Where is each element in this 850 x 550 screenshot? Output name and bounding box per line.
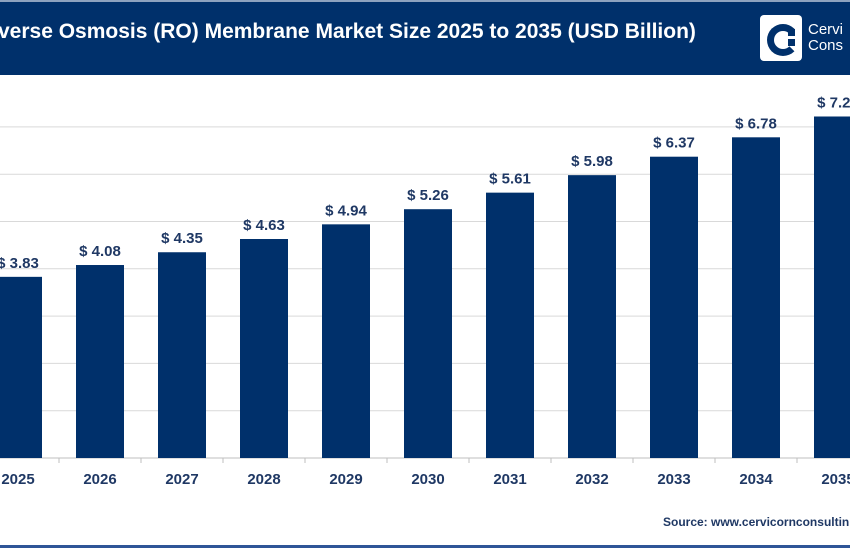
bar-2030 (404, 209, 452, 458)
data-label-2027: $ 4.35 (161, 230, 203, 247)
data-label-2032: $ 5.98 (571, 153, 613, 170)
data-label-2029: $ 4.94 (325, 202, 367, 219)
x-tick-label-2032: 2032 (575, 471, 608, 488)
data-label-2034: $ 6.78 (735, 115, 777, 132)
logo-text: Cervi Cons (808, 22, 843, 54)
bar-2027 (158, 252, 206, 458)
x-tick-label-2026: 2026 (83, 471, 116, 488)
data-label-2030: $ 5.26 (407, 187, 449, 204)
x-tick-label-2027: 2027 (165, 471, 198, 488)
data-label-2028: $ 4.63 (243, 217, 285, 234)
logo-text-line-2: Cons (808, 37, 844, 54)
bar-2033 (650, 156, 698, 458)
data-label-2025: $ 3.83 (0, 255, 39, 272)
data-label-2026: $ 4.08 (79, 243, 121, 260)
x-tick-label-2035: 2035 (821, 471, 850, 488)
bottom-divider (0, 545, 850, 548)
source-note: Source: www.cervicornconsultin (663, 515, 850, 529)
bar-2025 (0, 276, 42, 458)
bar-2026 (76, 265, 124, 458)
x-tick-label-2025: 2025 (1, 471, 34, 488)
x-tick-label-2034: 2034 (739, 471, 773, 488)
bar-2028 (240, 239, 288, 458)
bar-chart: $ 3.83 2025 $ 4.08 2026 $ 4.35 2027 $ 4.63 2028… (0, 94, 850, 488)
chart-title: verse Osmosis (RO) Membrane Market Size … (0, 20, 696, 43)
bar-2032 (568, 175, 616, 458)
data-label-2035: $ 7.22 (817, 94, 850, 111)
data-label-2033: $ 6.37 (653, 135, 695, 152)
x-tick-label-2030: 2030 (411, 471, 444, 488)
x-tick-label-2031: 2031 (493, 471, 526, 488)
bar-2034 (732, 137, 780, 458)
x-tick-label-2028: 2028 (247, 471, 280, 488)
logo-text-line-1: Cervi (808, 21, 844, 38)
header-banner: verse Osmosis (RO) Membrane Market Size … (0, 0, 850, 75)
bar-2035 (814, 116, 850, 458)
x-tick-label-2033: 2033 (657, 471, 690, 488)
logo-icon (760, 15, 802, 61)
data-label-2031: $ 5.61 (489, 171, 531, 188)
bar-2031 (486, 192, 534, 458)
logo: Cervi Cons (760, 15, 843, 61)
bar-2029 (322, 224, 370, 458)
x-tick-label-2029: 2029 (329, 471, 362, 488)
